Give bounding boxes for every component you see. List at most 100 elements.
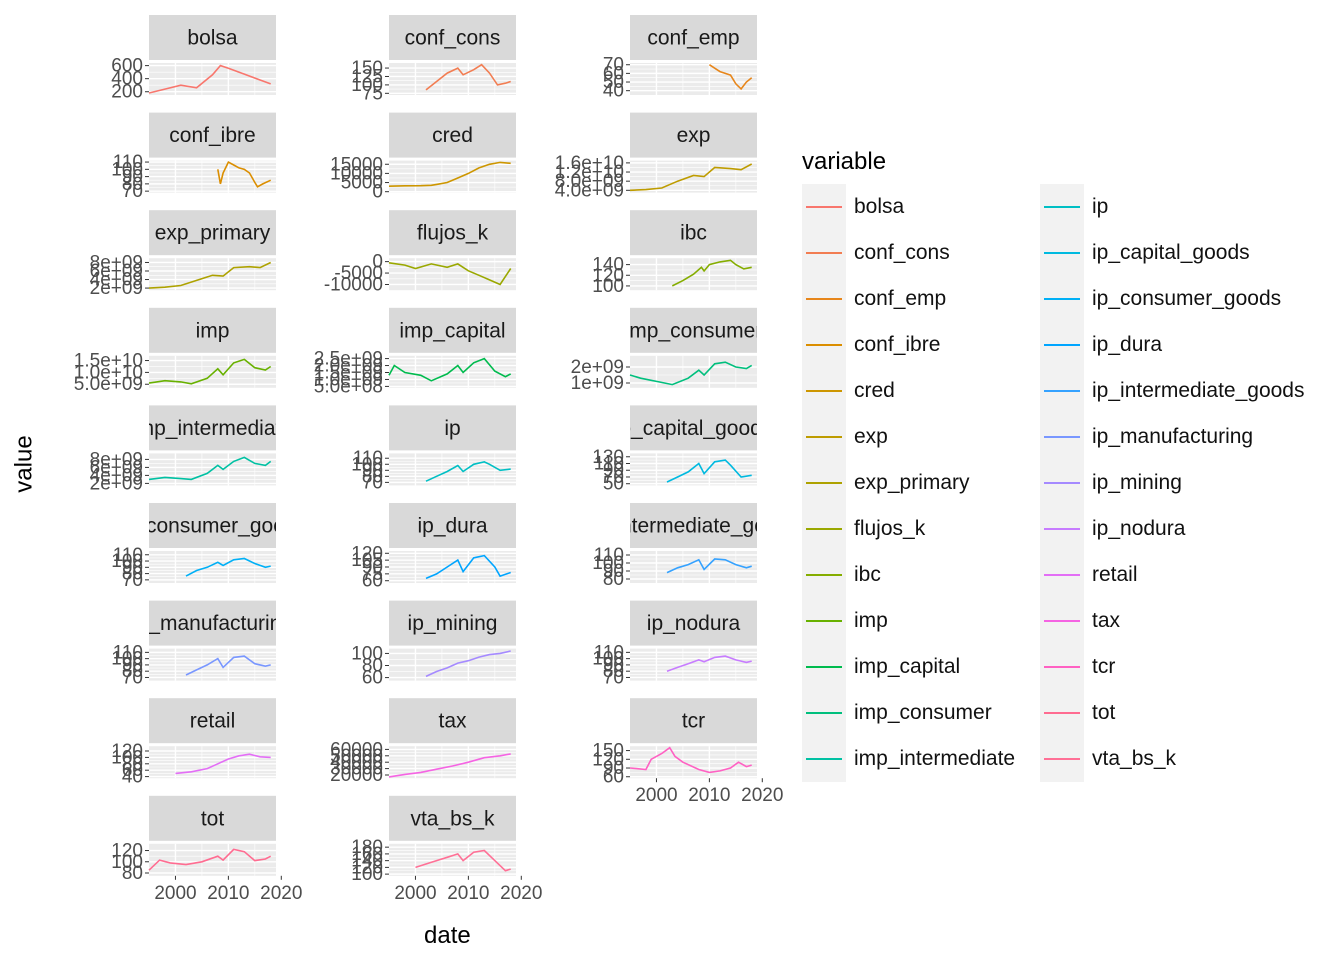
facet-strip — [389, 210, 516, 256]
facet-strip-label: conf_emp — [647, 27, 739, 50]
series-line-ip_mining — [425, 650, 511, 678]
y-tick-label: 1.5e+09 — [314, 362, 383, 383]
legend-label: ip_dura — [1092, 333, 1163, 356]
y-tick-label: 60 — [603, 767, 624, 788]
y-tick-label: 70 — [362, 472, 383, 493]
legend-key — [1040, 460, 1084, 506]
legend-key — [1040, 552, 1084, 598]
legend-key — [1040, 322, 1084, 368]
legend-label: ip_capital_goods — [1092, 241, 1250, 264]
y-tick-label: 70 — [603, 467, 624, 488]
y-tick-label: 6e+09 — [90, 261, 143, 282]
legend-item-bolsa: bolsa — [802, 184, 1032, 230]
y-tick-label: 60 — [603, 63, 624, 84]
legend-key — [802, 552, 846, 598]
y-tick-label: 180 — [351, 837, 383, 858]
legend-item-tot: tot — [1040, 690, 1270, 736]
legend-key-line — [1044, 206, 1080, 208]
facet-strip-label: ip — [444, 417, 460, 440]
facet-strip — [389, 15, 516, 60]
y-tick-label: 100 — [351, 864, 383, 885]
y-tick-label: 100 — [111, 159, 143, 180]
x-tick-label: 2020 — [500, 883, 542, 904]
legend-key — [802, 322, 846, 368]
y-tick-label: 90 — [122, 167, 143, 188]
y-tick-label: 2e+09 — [571, 357, 624, 378]
legend-item-imp_intermediate: imp_intermediate — [802, 736, 1032, 782]
y-tick-label: 1.2e+10 — [555, 162, 624, 183]
facet-panel: imp 5.0e+091.0e+101.5e+10 — [74, 307, 276, 395]
legend-key — [802, 230, 846, 276]
legend-key — [802, 368, 846, 414]
legend-key — [1040, 414, 1084, 460]
legend-label: bolsa — [854, 195, 905, 218]
legend-label: ibc — [854, 563, 881, 586]
y-tick-label: 5000 — [341, 173, 383, 194]
y-tick-label: 100 — [111, 649, 143, 670]
legend-label: retail — [1092, 563, 1138, 586]
series-line-ip_intermediate_goods — [666, 558, 752, 574]
legend-label: ip_consumer_goods — [1092, 287, 1282, 310]
facet-strip — [149, 698, 276, 744]
legend-key — [802, 690, 846, 736]
x-tick-label: 2010 — [207, 883, 249, 904]
legend-key-line — [806, 482, 842, 484]
series-line-conf_cons — [425, 63, 511, 91]
legend-item-ip_intermediate_goods: ip_intermediate_goods — [1040, 368, 1304, 414]
legend-label: ip — [1092, 195, 1109, 218]
legend-label: conf_cons — [854, 241, 950, 264]
legend-item-ip_consumer_goods: ip_consumer_goods — [1040, 276, 1281, 322]
y-tick-label: 6e+09 — [90, 457, 143, 478]
facet-strip-label: ip_dura — [417, 515, 487, 538]
series-line-ip_consumer_goods — [185, 557, 271, 577]
facet-strip-label: exp_primary — [155, 222, 271, 245]
series-line-ip_manufacturing — [185, 655, 271, 676]
y-axis-title: value — [10, 435, 38, 493]
y-tick-label: 50 — [603, 72, 624, 93]
legend-columns: bolsa conf_cons conf_emp conf_ibre cred exp ex… — [802, 184, 1304, 782]
legend-item-ip_capital_goods: ip_capital_goods — [1040, 230, 1270, 276]
x-tick-label: 2020 — [260, 883, 302, 904]
legend-key — [1040, 230, 1084, 276]
facet-strip — [630, 15, 757, 60]
legend-key-line — [1044, 666, 1080, 668]
y-tick-label: 90 — [362, 557, 383, 578]
series-line-exp_primary — [148, 261, 272, 289]
facet-strip-label: cred — [432, 124, 473, 147]
facet-strip — [389, 698, 516, 744]
x-tick-label: 2010 — [447, 883, 489, 904]
legend-key-line — [1044, 436, 1080, 438]
legend-item-vta_bs_k: vta_bs_k — [1040, 736, 1270, 782]
legend-item-tcr: tcr — [1040, 644, 1270, 690]
legend-item-imp: imp — [802, 598, 1032, 644]
y-tick-label: 80 — [122, 564, 143, 585]
legend-key-line — [1044, 574, 1080, 576]
facet-strip — [630, 210, 757, 256]
facet-panel: exp 4.0e+098.0e+091.2e+101.6e+10 — [555, 112, 757, 201]
facet-strip-label: retail — [190, 710, 236, 733]
facet-strip-label: flujos_k — [417, 222, 489, 245]
legend-label: exp_primary — [854, 471, 970, 494]
panel-background — [389, 160, 516, 193]
legend-key — [1040, 736, 1084, 782]
y-tick-label: 90 — [603, 655, 624, 676]
y-tick-label: 8e+09 — [90, 252, 143, 273]
series-line-tcr — [629, 746, 752, 774]
y-tick-label: 150 — [351, 58, 383, 79]
legend-key — [1040, 598, 1084, 644]
y-tick-label: 120 — [351, 543, 383, 564]
legend-label: vta_bs_k — [1092, 747, 1177, 770]
facet-strip — [389, 795, 516, 841]
y-tick-label: 60 — [362, 668, 383, 689]
y-tick-label: 100 — [592, 553, 624, 574]
facet-strip — [630, 307, 757, 353]
series-line-vta_bs_k — [415, 849, 511, 872]
y-tick-label: 70 — [122, 667, 143, 688]
legend-key — [802, 598, 846, 644]
